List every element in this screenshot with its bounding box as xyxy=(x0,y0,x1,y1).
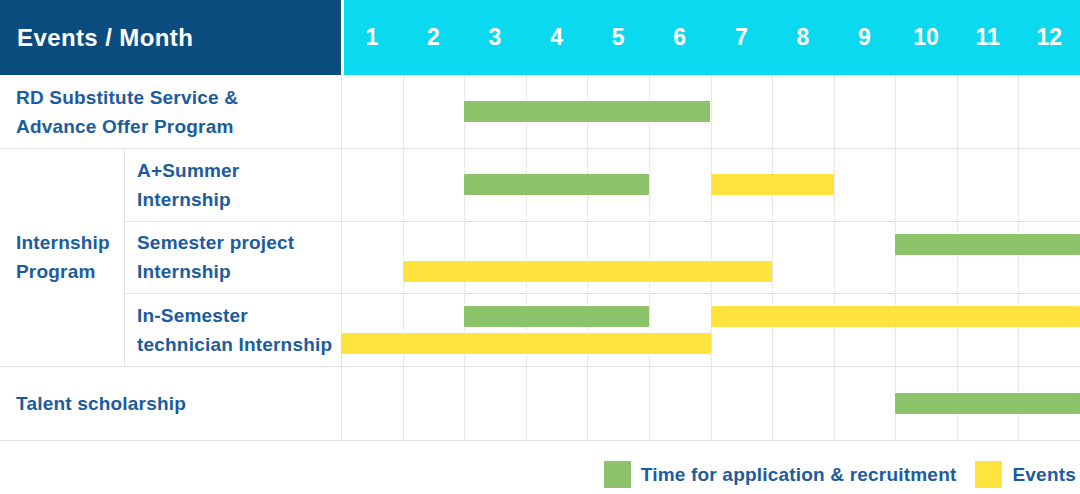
gantt-bar-events xyxy=(341,333,711,354)
month-label-8: 8 xyxy=(772,0,834,75)
month-divider-line xyxy=(649,75,650,440)
month-divider-line xyxy=(587,75,588,440)
gantt-bar-events xyxy=(403,261,773,282)
month-divider-line xyxy=(895,75,896,440)
grid-line xyxy=(0,440,1080,441)
month-divider-line xyxy=(711,75,712,440)
legend-label-events: Events xyxy=(1012,464,1076,486)
row-label-talent-scholarship: Talent scholarship xyxy=(16,366,338,440)
gantt-bar-application xyxy=(895,393,1080,414)
gantt-chart: Events / Month RD Substitute Service & A… xyxy=(0,0,1080,494)
grid-line xyxy=(341,75,342,441)
gantt-bar-application xyxy=(895,234,1080,255)
month-divider-line xyxy=(957,75,958,440)
month-label-7: 7 xyxy=(711,0,773,75)
legend-swatch-events-yellow xyxy=(975,461,1002,488)
group-label-internship-program: Internship Program xyxy=(16,148,122,366)
legend-label-application: Time for application & recruitment xyxy=(641,464,957,486)
month-label-2: 2 xyxy=(403,0,465,75)
month-label-12: 12 xyxy=(1018,0,1080,75)
month-divider-line xyxy=(834,75,835,440)
month-divider-line xyxy=(1018,75,1019,440)
gantt-bar-application xyxy=(464,306,649,327)
gantt-bar-events xyxy=(711,174,834,195)
row-label-in-semester-technician-internship: In-Semester technician Internship xyxy=(137,293,341,366)
month-label-9: 9 xyxy=(834,0,896,75)
month-divider-line xyxy=(772,75,773,440)
row-label-rd-substitute-service: RD Substitute Service & Advance Offer Pr… xyxy=(16,75,338,148)
month-divider-line xyxy=(526,75,527,440)
month-label-11: 11 xyxy=(957,0,1019,75)
month-label-10: 10 xyxy=(895,0,957,75)
gantt-bar-application xyxy=(464,174,649,195)
month-divider-line xyxy=(403,75,404,440)
header-title: Events / Month xyxy=(17,24,193,52)
gantt-bar-events xyxy=(711,306,1080,327)
legend-swatch-application-green xyxy=(604,461,631,488)
month-label-5: 5 xyxy=(587,0,649,75)
month-label-4: 4 xyxy=(526,0,588,75)
legend-item-application: Time for application & recruitment xyxy=(604,461,957,488)
month-divider-line xyxy=(464,75,465,440)
month-label-3: 3 xyxy=(464,0,526,75)
month-label-6: 6 xyxy=(649,0,711,75)
header-events-month-cell: Events / Month xyxy=(0,0,341,75)
legend-item-events: Events xyxy=(975,461,1076,488)
row-label-semester-project-internship: Semester project Internship xyxy=(137,221,341,293)
grid-line xyxy=(124,148,125,366)
month-label-1: 1 xyxy=(341,0,403,75)
legend: Time for application & recruitment Event… xyxy=(604,459,1076,490)
gantt-bar-application xyxy=(464,101,710,122)
row-label-a-plus-summer-internship: A+Summer Internship xyxy=(137,148,341,221)
